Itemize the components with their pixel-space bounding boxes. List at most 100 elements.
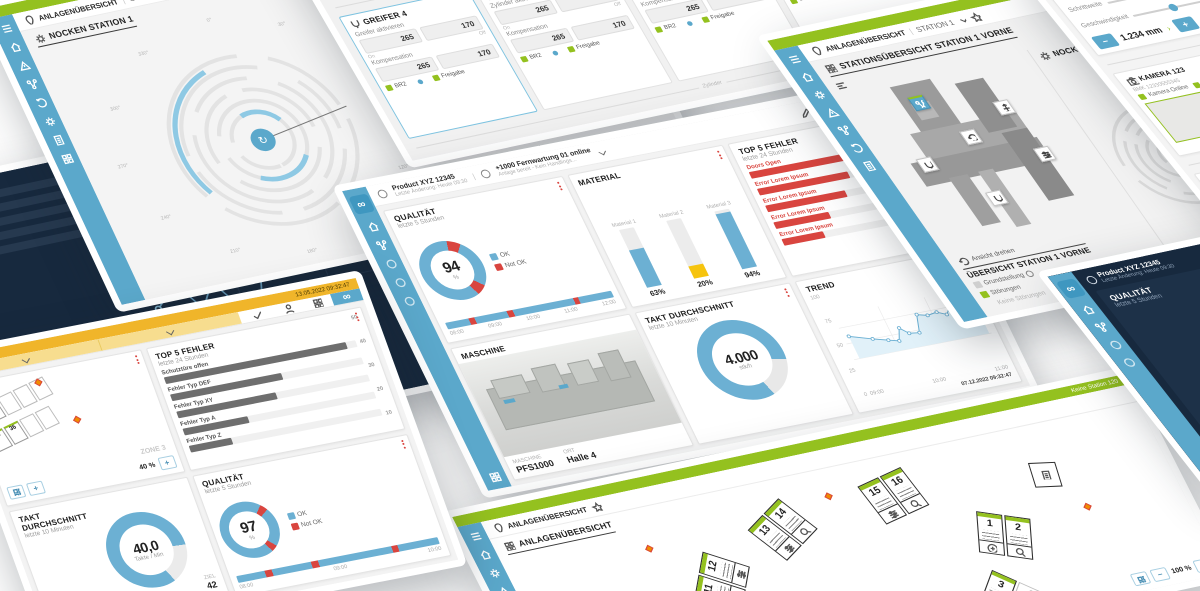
jog-plus-button[interactable]: + xyxy=(1170,16,1200,33)
zoom-in-button[interactable]: + xyxy=(25,480,46,496)
info-icon xyxy=(1024,269,1036,278)
toggle[interactable] xyxy=(685,20,694,26)
degree-label: 240° xyxy=(159,213,173,222)
gear-icon[interactable] xyxy=(810,89,828,101)
legend-swatch-ok xyxy=(286,512,296,521)
status-led xyxy=(1192,81,1200,89)
nodes-icon[interactable] xyxy=(24,78,40,91)
legend-swatch xyxy=(979,290,991,299)
alarm-marker[interactable] xyxy=(1083,502,1092,511)
card-menu[interactable] xyxy=(784,287,791,297)
chevron-down-icon[interactable] xyxy=(597,147,606,155)
grid-icon xyxy=(12,487,22,497)
rotate-icon xyxy=(957,256,971,267)
jog-minus-button[interactable]: − xyxy=(1090,33,1121,50)
quality-donut: 97% xyxy=(210,496,288,564)
circle-icon[interactable] xyxy=(1119,356,1137,368)
station-doc-tile[interactable] xyxy=(1027,461,1063,488)
home-icon[interactable] xyxy=(797,71,815,83)
legend-swatch xyxy=(972,280,984,289)
menu-icon[interactable] xyxy=(0,22,14,35)
breadcrumb-current[interactable]: STATION 1 xyxy=(913,17,957,34)
undo-icon[interactable] xyxy=(847,142,865,154)
quality-legend: OK Not OK xyxy=(286,508,323,531)
gripper-icon xyxy=(923,160,935,170)
quality-legend: OK Not OK xyxy=(488,248,528,271)
home-icon[interactable] xyxy=(1078,304,1096,316)
status-led xyxy=(519,55,529,63)
canvas-zoom-controls: − 100 % + xyxy=(1129,557,1200,587)
grid-icon[interactable] xyxy=(486,471,502,483)
fit-button[interactable] xyxy=(6,483,27,500)
alarm-marker[interactable] xyxy=(73,415,82,424)
toggle[interactable] xyxy=(551,49,559,56)
grid-icon[interactable] xyxy=(59,152,75,165)
gear-icon[interactable] xyxy=(486,567,502,580)
axis-icon xyxy=(999,102,1012,113)
undo-icon[interactable] xyxy=(33,96,49,110)
direction-arrow: › xyxy=(1163,23,1173,33)
sliders-icon xyxy=(887,508,900,520)
zoom-level: 100 % xyxy=(1170,564,1194,576)
nodes-icon[interactable] xyxy=(373,239,390,252)
home-icon[interactable] xyxy=(364,220,380,232)
circle-icon[interactable] xyxy=(382,258,398,270)
zoom-in-button[interactable]: + xyxy=(1192,557,1200,574)
status-led xyxy=(384,84,394,92)
quality-donut: 94% xyxy=(408,235,498,306)
doc-icon[interactable] xyxy=(50,134,66,147)
material-bar: Material 1 63% xyxy=(610,218,667,298)
legend-swatch-nok xyxy=(493,262,504,271)
star-icon[interactable] xyxy=(589,501,604,513)
cylinder-icon xyxy=(484,0,497,1)
toggle[interactable] xyxy=(416,78,424,85)
nodes-icon[interactable] xyxy=(835,124,853,137)
takt-gauge: 4.000 stk/h xyxy=(681,312,803,407)
status-led xyxy=(1137,93,1148,101)
nocken-polar-chart[interactable]: ↻ 0° 30° 60° 90° 120° 150° 180° 210° 240… xyxy=(30,0,494,300)
chevron-down-icon[interactable] xyxy=(955,15,970,26)
station-tile[interactable]: 2 xyxy=(1004,515,1034,560)
circle-icon[interactable] xyxy=(1105,339,1123,351)
status-icon xyxy=(479,168,493,179)
status-led xyxy=(431,74,441,82)
material-bar: Material 3 94% xyxy=(705,199,762,280)
grid-icon xyxy=(312,298,325,309)
pin-icon xyxy=(810,45,824,57)
screen-dark-quality: ∞ Product XYZ 12345 Letzte Änderung: Heu… xyxy=(1036,224,1200,492)
material-bar: Material 2 20% xyxy=(658,209,715,289)
check-icon xyxy=(252,311,264,320)
search-icon xyxy=(909,498,923,510)
gear-icon[interactable] xyxy=(41,115,57,128)
sliders-icon xyxy=(783,542,796,555)
product-icon xyxy=(1084,275,1100,285)
zoom-out-button[interactable]: − xyxy=(1149,566,1172,583)
alarm-marker[interactable] xyxy=(824,492,833,501)
nodes-icon[interactable] xyxy=(1092,321,1110,334)
warning-icon[interactable] xyxy=(822,107,840,119)
home-icon[interactable] xyxy=(476,548,492,561)
menu-icon[interactable] xyxy=(467,530,483,542)
station-tile[interactable]: 3 xyxy=(978,569,1017,591)
degree-label: 210° xyxy=(229,247,242,256)
zoom-in-button2[interactable]: + xyxy=(156,454,178,471)
warning-icon[interactable] xyxy=(15,59,31,72)
fit-button[interactable] xyxy=(1129,571,1152,587)
circle-icon[interactable] xyxy=(392,276,408,288)
warning-icon[interactable] xyxy=(495,585,511,591)
doc-icon[interactable] xyxy=(860,160,878,172)
status-led xyxy=(700,16,710,24)
alarm-marker[interactable] xyxy=(645,544,654,553)
breadcrumb-current[interactable]: STATION 1 xyxy=(127,0,168,3)
home-icon[interactable] xyxy=(7,41,23,54)
plus-icon xyxy=(987,543,998,553)
circle-icon[interactable] xyxy=(401,295,417,307)
star-icon[interactable] xyxy=(968,11,984,23)
plant-icon xyxy=(504,541,517,552)
menu-icon[interactable] xyxy=(785,53,803,65)
nav-sidebar: ∞ xyxy=(1047,271,1200,484)
station-tile[interactable]: 1 xyxy=(976,511,1006,556)
position-value: 1.234 mm xyxy=(1117,25,1165,43)
degree-label: 330° xyxy=(137,50,151,58)
